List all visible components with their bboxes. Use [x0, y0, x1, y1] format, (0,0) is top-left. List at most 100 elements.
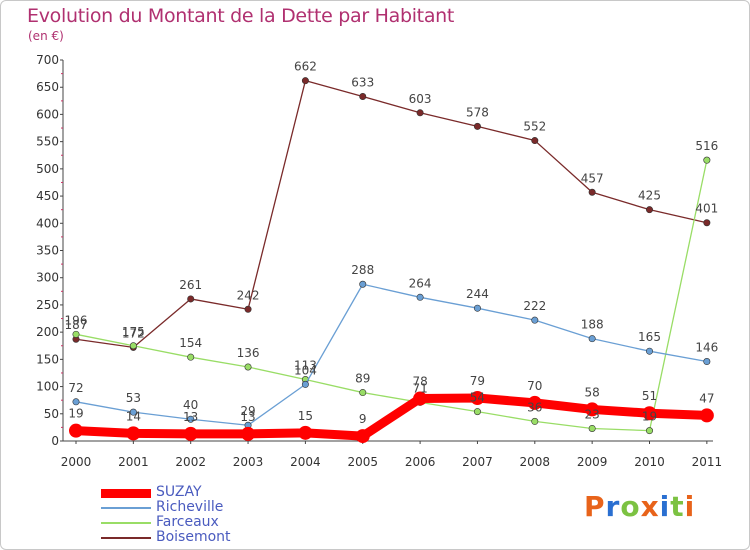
data-label: 172 [122, 326, 145, 340]
data-point [703, 219, 711, 227]
data-point [531, 417, 539, 425]
x-tick-label: 2001 [118, 455, 149, 469]
data-label: 633 [351, 75, 374, 89]
series-lines [69, 77, 714, 444]
data-label: 14 [126, 409, 141, 423]
data-label: 40 [183, 398, 198, 412]
brand-letter: i [684, 490, 696, 523]
data-label: 15 [298, 409, 313, 423]
data-point [413, 391, 428, 406]
x-tick-label: 2002 [175, 455, 206, 469]
legend-swatch [101, 507, 151, 509]
data-label: 457 [581, 171, 604, 185]
data-label: 175 [122, 325, 145, 339]
brand-letter: r [605, 490, 621, 523]
data-point [183, 426, 198, 441]
x-tick-label: 2011 [692, 455, 723, 469]
legend-label: Richeville [156, 499, 224, 515]
series-richeville [72, 280, 711, 429]
data-point [355, 429, 370, 444]
data-label: 13 [183, 410, 198, 424]
data-label: 9 [359, 412, 367, 426]
y-tick-label: 250 [36, 298, 59, 312]
data-label: 154 [179, 336, 202, 350]
data-point [416, 293, 424, 301]
data-point [588, 335, 596, 343]
data-point [359, 280, 367, 288]
data-point [416, 109, 424, 117]
data-label: 425 [638, 189, 661, 203]
data-label: 146 [695, 341, 718, 355]
data-point [241, 426, 256, 441]
series-suzay [69, 391, 714, 444]
data-label: 222 [523, 299, 546, 313]
data-label: 47 [699, 391, 714, 405]
data-point [588, 424, 596, 432]
y-tick-label: 200 [36, 325, 59, 339]
legend-item-boisemont: Boisemont [101, 529, 301, 545]
legend-label: Boisemont [156, 529, 231, 545]
data-point [72, 330, 80, 338]
data-point [703, 156, 711, 164]
data-point [187, 295, 195, 303]
y-tick-label: 400 [36, 216, 59, 230]
y-tick-label: 600 [36, 107, 59, 121]
data-label: 53 [126, 391, 141, 405]
legend-label: Farceaux [156, 514, 219, 530]
y-tick-label: 500 [36, 162, 59, 176]
data-label: 242 [237, 288, 260, 302]
data-point [645, 427, 653, 435]
data-point [473, 304, 481, 312]
series-line [75, 159, 708, 432]
y-tick-label: 150 [36, 352, 59, 366]
data-label: 196 [65, 313, 88, 327]
x-tick-label: 2007 [462, 455, 493, 469]
data-point [129, 408, 137, 416]
brand-letter: t [670, 490, 685, 523]
chart-title: Evolution du Montant de la Dette par Hab… [27, 5, 455, 27]
y-tick-label: 350 [36, 244, 59, 258]
y-tick-label: 450 [36, 189, 59, 203]
axes: 0 50 100 150 200 250 300 350 400 450 500 550 600 650 7… [36, 53, 722, 469]
legend-swatch [101, 522, 151, 524]
series-boisemont [72, 77, 711, 351]
y-tick-label: 100 [36, 380, 59, 394]
data-label: 23 [585, 407, 600, 421]
brand-letter: o [620, 490, 641, 523]
series-line [71, 393, 712, 441]
data-point [645, 206, 653, 214]
data-point [244, 363, 252, 371]
x-tick-label: 2008 [520, 455, 551, 469]
data-label: 552 [523, 120, 546, 134]
data-label: 136 [237, 346, 260, 360]
data-point [298, 425, 313, 440]
x-tick-label: 2005 [347, 455, 378, 469]
data-point [301, 380, 309, 388]
legend-label: SUZAY [156, 484, 202, 500]
legend-swatch [101, 537, 151, 539]
data-point [531, 316, 539, 324]
brand-letter: i [659, 490, 671, 523]
data-label: 51 [642, 389, 657, 403]
data-label: 187 [65, 318, 88, 332]
x-tick-label: 2004 [290, 455, 321, 469]
data-label: 71 [412, 381, 427, 395]
data-point [531, 137, 539, 145]
data-label: 603 [409, 92, 432, 106]
data-point [244, 305, 252, 313]
data-label: 19 [642, 410, 657, 424]
x-tick-label: 2000 [61, 455, 92, 469]
data-point [642, 406, 657, 421]
data-label: 19 [68, 407, 83, 421]
data-point [69, 423, 83, 438]
data-point [527, 395, 542, 410]
x-tick-label: 2006 [405, 455, 436, 469]
y-tick-label: 550 [36, 135, 59, 149]
series-line [75, 283, 708, 426]
data-label: 104 [294, 363, 317, 377]
legend-item-richeville: Richeville [101, 499, 301, 515]
legend-item-suzay: SUZAY [101, 484, 301, 500]
data-point [129, 342, 137, 350]
data-label: 58 [585, 385, 600, 399]
